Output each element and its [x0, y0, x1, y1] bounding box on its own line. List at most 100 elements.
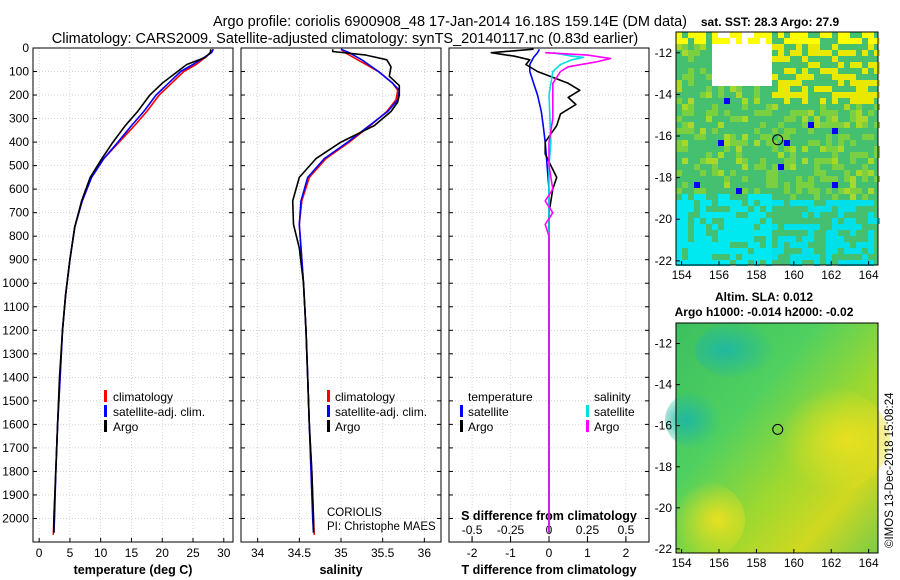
sst-pixel — [730, 224, 736, 230]
sst-pixel — [826, 110, 832, 116]
sst-pixel — [700, 200, 706, 206]
sst-pixel — [742, 74, 748, 80]
sst-pixel — [784, 128, 790, 134]
sst-pixel — [694, 50, 700, 56]
x-tick-label: 20 — [156, 546, 170, 560]
sst-pixel — [676, 248, 682, 254]
sst-pixel — [730, 116, 736, 122]
x-tick-label: 36 — [418, 546, 432, 560]
sst-pixel — [700, 188, 706, 194]
sst-pixel — [724, 230, 730, 236]
sst-pixel — [718, 152, 724, 158]
sst-pixel — [868, 236, 874, 242]
sst-pixel — [754, 110, 760, 116]
sst-pixel — [778, 86, 784, 92]
sst-pixel — [754, 128, 760, 134]
sst-pixel — [868, 170, 874, 176]
x-tick-label: 30 — [217, 546, 231, 560]
sst-pixel — [766, 134, 772, 140]
sst-pixel — [730, 200, 736, 206]
sst-pixel — [688, 50, 694, 56]
sst-pixel — [826, 188, 832, 194]
sst-pixel — [688, 128, 694, 134]
sst-pixel — [856, 92, 862, 98]
sst-pixel — [868, 188, 874, 194]
sst-pixel — [790, 152, 796, 158]
sst-pixel — [682, 50, 688, 56]
sst-pixel — [856, 188, 862, 194]
sst-pixel — [808, 38, 814, 44]
series-line-satellite-adj-clim- — [53, 48, 215, 533]
sst-pixel — [856, 116, 862, 122]
sst-pixel — [700, 236, 706, 242]
sst-pixel — [706, 254, 712, 260]
y-tick-label: 1300 — [2, 347, 29, 361]
sst-pixel — [868, 38, 874, 44]
sst-pixel — [748, 218, 754, 224]
sst-pixel — [772, 140, 778, 146]
y-tick-label: 1200 — [2, 323, 29, 337]
salinity-panel: 34 34.5 35 35.5 36 salinity — [240, 47, 442, 577]
sst-pixel — [676, 44, 682, 50]
sst-pixel — [838, 236, 844, 242]
sst-pixel — [832, 146, 838, 152]
sst-pixel — [856, 110, 862, 116]
sst-pixel — [760, 194, 766, 200]
sst-pixel — [754, 62, 760, 68]
series-group — [52, 48, 215, 535]
sst-pixel — [760, 122, 766, 128]
sst-pixel — [808, 224, 814, 230]
sst-pixel — [802, 146, 808, 152]
sst-pixel — [844, 224, 850, 230]
sst-pixel — [724, 260, 730, 266]
sst-pixel — [802, 56, 808, 62]
sst-pixel — [736, 56, 742, 62]
sst-pixel — [772, 254, 778, 260]
sst-pixel — [802, 158, 808, 164]
sst-pixel — [862, 254, 868, 260]
sst-pixel — [712, 164, 718, 170]
sst-pixel — [742, 140, 748, 146]
sst-pixel — [838, 242, 844, 248]
sst-pixel — [814, 194, 820, 200]
sst-pixel — [712, 104, 718, 110]
sst-pixel — [754, 44, 760, 50]
legend-label-satellite: satellite-adj. clim. — [113, 405, 205, 419]
sst-pixel — [766, 74, 772, 80]
sst-pixel — [688, 122, 694, 128]
sst-pixel — [676, 224, 682, 230]
sst-pixel — [730, 38, 736, 44]
sst-pixel — [700, 254, 706, 260]
sst-pixel — [712, 170, 718, 176]
sst-pixel — [796, 242, 802, 248]
sst-pixel — [682, 140, 688, 146]
sla-map: 154 156 158 160 162 164 -12 -14 -16 -18 -20 -22 — [655, 320, 890, 570]
credit-text: ©IMOS 13-Dec-2018 15:08:24 — [884, 392, 896, 548]
sst-pixel — [712, 128, 718, 134]
sst-pixel — [790, 260, 796, 266]
sst-pixel — [772, 74, 778, 80]
sst-pixel — [808, 200, 814, 206]
sst-pixel — [832, 74, 838, 80]
sst-pixel — [868, 110, 874, 116]
sst-pixel — [760, 254, 766, 260]
sst-pixel — [850, 110, 856, 116]
y-tick-label: 1700 — [2, 441, 29, 455]
sst-pixel — [754, 260, 760, 266]
sst-pixel — [874, 50, 880, 56]
sst-pixel — [688, 248, 694, 254]
sst-pixel — [802, 122, 808, 128]
sst-pixel — [838, 260, 844, 266]
sst-pixel — [748, 254, 754, 260]
sst-pixel — [754, 140, 760, 146]
sst-pixel — [850, 224, 856, 230]
sst-pixel — [724, 176, 730, 182]
legend-label-satellite: satellite-adj. clim. — [335, 405, 427, 419]
map-x-tick-label: 164 — [859, 556, 879, 570]
sst-pixel — [682, 122, 688, 128]
sst-pixel — [850, 74, 856, 80]
sst-pixel — [790, 254, 796, 260]
sst-pixel — [814, 260, 820, 266]
sst-pixel — [688, 104, 694, 110]
